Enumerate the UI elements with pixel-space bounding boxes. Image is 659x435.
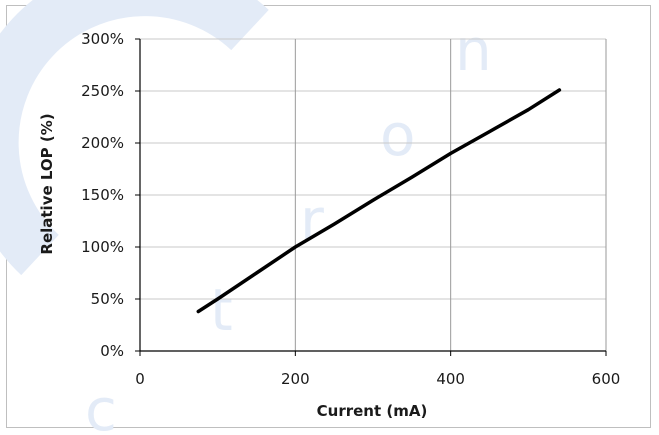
y-tick-label: 150% <box>81 186 124 204</box>
y-tick-label: 300% <box>81 30 124 48</box>
series-line <box>196 88 562 314</box>
y-tick-label: 200% <box>81 134 124 152</box>
watermark-letter: o <box>380 101 416 169</box>
x-axis-title: Current (mA) <box>317 402 428 420</box>
x-tick-label: 200 <box>281 370 310 388</box>
y-axis-title: Relative LOP (%) <box>38 113 56 254</box>
axes <box>135 38 607 356</box>
x-tick-label: 0 <box>135 370 145 388</box>
watermark-arc <box>0 0 269 276</box>
watermark: c t r o n <box>0 0 492 435</box>
x-tick-label: 400 <box>436 370 465 388</box>
x-tick-labels: 0 200 400 600 <box>135 370 620 388</box>
y-tick-label: 50% <box>91 290 124 308</box>
x-tick-label: 600 <box>592 370 621 388</box>
watermark-letter: t <box>210 276 233 344</box>
y-tick-label: 100% <box>81 238 124 256</box>
watermark-letter: c <box>85 376 117 435</box>
y-tick-labels: 0% 50% 100% 150% 200% 250% 300% <box>81 30 124 360</box>
y-tick-label: 0% <box>100 342 124 360</box>
y-tick-label: 250% <box>81 82 124 100</box>
watermark-letter: n <box>455 16 492 84</box>
